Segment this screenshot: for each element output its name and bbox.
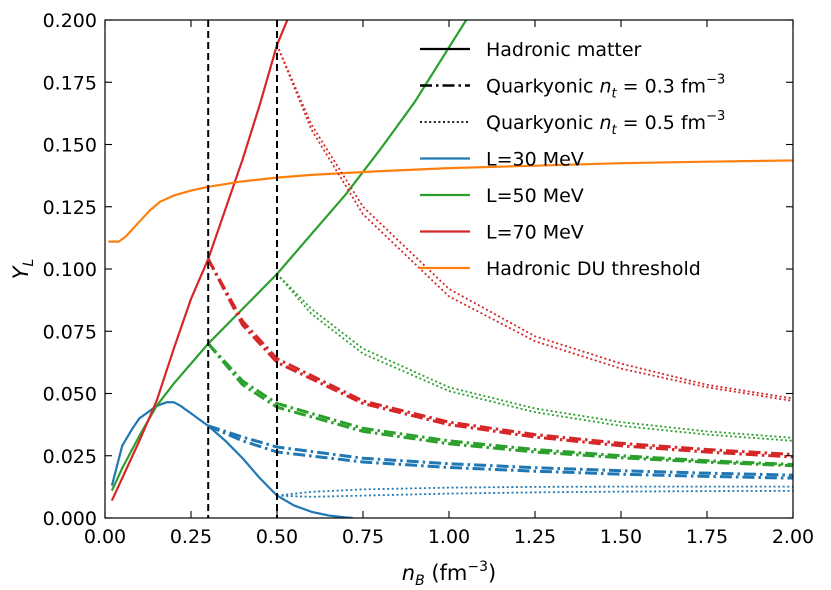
legend: Hadronic matter Quarkyonic nt = 0.3 fm−3 Q… xyxy=(420,39,725,280)
legend-label-l-30-mev: L=30 MeV xyxy=(486,149,584,171)
series-line-l-30-mev-n-t-0-3-b xyxy=(207,424,793,480)
series-line-l-30-mev-hadronic xyxy=(110,401,353,518)
series-line-l-50-mev-n-t-0-3-a xyxy=(207,342,793,466)
x-tick-label: 1.25 xyxy=(514,526,556,548)
y-tick-label: 0.075 xyxy=(43,321,97,343)
y-tick-label: 0.050 xyxy=(43,384,97,406)
y-tick-label: 0.100 xyxy=(43,259,97,281)
y-tick-label: 0.200 xyxy=(43,10,97,32)
x-tick-label: 1.50 xyxy=(600,526,642,548)
y-tick-label: 0.125 xyxy=(43,197,97,219)
y-tick-label: 0.000 xyxy=(43,508,97,530)
x-tick-label: 1.75 xyxy=(686,526,728,548)
x-tick-label: 0.00 xyxy=(84,526,126,548)
series-line-l-70-mev-hadronic xyxy=(110,20,289,502)
y-tick-label: 0.025 xyxy=(43,446,97,468)
x-axis-label: nB (fm−3) xyxy=(402,559,496,589)
series-layer xyxy=(108,20,793,518)
legend-label-l-70-mev: L=70 MeV xyxy=(486,222,584,244)
x-tick-label: 1.00 xyxy=(428,526,470,548)
series-line-l-30-mev-n-t-0-5-b xyxy=(276,489,793,498)
series-line-l-30-mev-n-t-0-3-a xyxy=(207,424,793,477)
legend-label-hadronic-matter: Hadronic matter xyxy=(486,39,642,61)
threshold-lines xyxy=(207,20,278,518)
axis-ticks: 0.00 0.25 0.50 0.75 1.00 1.25 1.50 1.75 2.00 0.00… xyxy=(43,10,815,548)
series-line-l-50-mev-n-t-0-3-b xyxy=(207,342,793,468)
plot-frame xyxy=(104,19,794,519)
legend-label-hadronic-du-threshold: Hadronic DU threshold xyxy=(486,258,701,280)
y-tick-label: 0.175 xyxy=(43,72,97,94)
series-line-l-70-mev-n-t-0-5-b xyxy=(276,44,793,400)
series-line-l-30-mev-n-t-0-5-a xyxy=(276,485,793,497)
series-line-l-50-mev-n-t-0-5-b xyxy=(276,273,793,439)
x-tick-label: 0.75 xyxy=(342,526,384,548)
legend-label-quarkyonic-n-t-0-5-fm-3: Quarkyonic nt = 0.5 fm−3 xyxy=(486,109,725,138)
legend-label-quarkyonic-n-t-0-3-fm-3: Quarkyonic nt = 0.3 fm−3 xyxy=(486,73,725,102)
x-tick-label: 0.50 xyxy=(256,526,298,548)
y-tick-label: 0.150 xyxy=(43,135,97,157)
x-tick-label: 0.25 xyxy=(170,526,212,548)
legend-label-l-50-mev: L=50 MeV xyxy=(486,185,584,207)
y-axis-label: YL xyxy=(9,259,37,280)
x-tick-label: 2.00 xyxy=(772,526,814,548)
series-line-l-70-mev-n-t-0-3-b xyxy=(206,258,793,459)
